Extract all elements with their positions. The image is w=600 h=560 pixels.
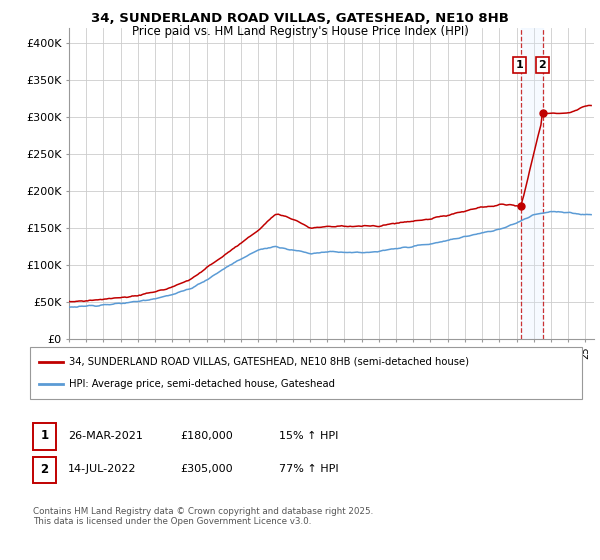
Text: 1: 1 <box>516 60 524 70</box>
Text: 1: 1 <box>40 429 49 442</box>
Text: 2: 2 <box>40 463 49 476</box>
Text: £305,000: £305,000 <box>180 464 233 474</box>
Text: Contains HM Land Registry data © Crown copyright and database right 2025.
This d: Contains HM Land Registry data © Crown c… <box>33 507 373 526</box>
Text: 14-JUL-2022: 14-JUL-2022 <box>68 464 136 474</box>
Text: Price paid vs. HM Land Registry's House Price Index (HPI): Price paid vs. HM Land Registry's House … <box>131 25 469 38</box>
Text: £180,000: £180,000 <box>180 431 233 441</box>
Text: 34, SUNDERLAND ROAD VILLAS, GATESHEAD, NE10 8HB: 34, SUNDERLAND ROAD VILLAS, GATESHEAD, N… <box>91 12 509 25</box>
Text: 26-MAR-2021: 26-MAR-2021 <box>68 431 143 441</box>
Text: 2: 2 <box>538 60 546 70</box>
Text: 15% ↑ HPI: 15% ↑ HPI <box>279 431 338 441</box>
Text: 34, SUNDERLAND ROAD VILLAS, GATESHEAD, NE10 8HB (semi-detached house): 34, SUNDERLAND ROAD VILLAS, GATESHEAD, N… <box>69 357 469 367</box>
Bar <box>521 28 543 339</box>
Text: 77% ↑ HPI: 77% ↑ HPI <box>279 464 338 474</box>
Text: HPI: Average price, semi-detached house, Gateshead: HPI: Average price, semi-detached house,… <box>69 379 335 389</box>
